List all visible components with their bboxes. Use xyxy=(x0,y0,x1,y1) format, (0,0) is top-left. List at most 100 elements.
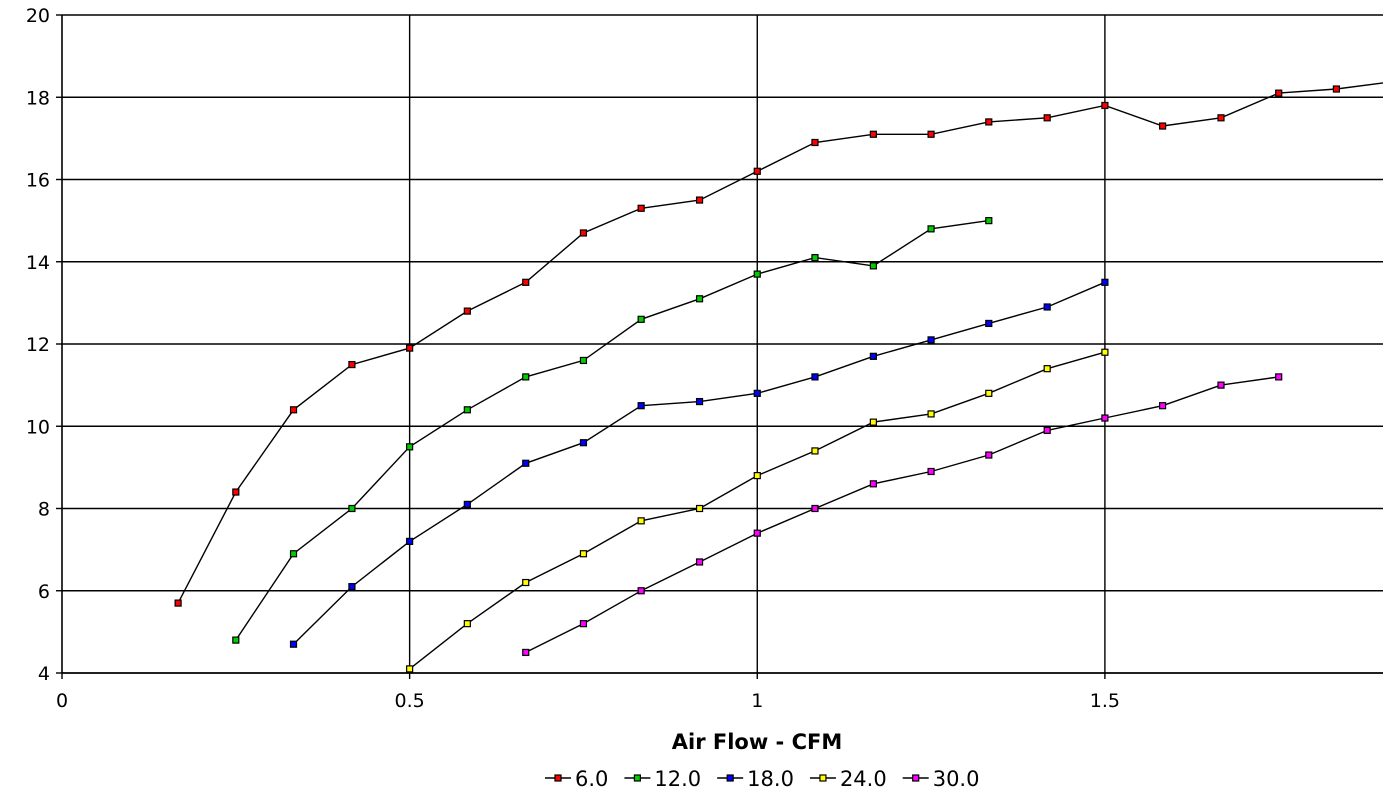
data-point xyxy=(522,648,530,657)
y-tick-label: 6 xyxy=(38,581,50,603)
series-12.0 xyxy=(232,217,993,644)
data-point xyxy=(522,459,530,467)
legend-marker xyxy=(726,774,734,782)
data-point xyxy=(869,130,877,138)
y-tick-label: 4 xyxy=(38,663,50,685)
data-point xyxy=(695,295,704,303)
data-point xyxy=(637,587,645,595)
data-point xyxy=(1159,122,1167,130)
data-point xyxy=(637,517,645,525)
series-6.0 xyxy=(174,82,1384,607)
y-tick-label: 8 xyxy=(38,499,50,521)
data-point xyxy=(869,352,877,360)
y-tick-label: 16 xyxy=(26,170,50,192)
data-point xyxy=(579,356,588,365)
data-point xyxy=(579,229,588,237)
data-point xyxy=(927,225,935,233)
data-point xyxy=(406,665,414,673)
data-point xyxy=(927,467,935,476)
data-point xyxy=(232,488,240,496)
data-point xyxy=(579,550,588,558)
data-point xyxy=(985,217,993,225)
axes xyxy=(56,14,1383,679)
data-point xyxy=(753,472,761,480)
data-point xyxy=(637,402,645,410)
legend-marker xyxy=(912,774,920,782)
legend-label: 24.0 xyxy=(840,767,887,791)
x-axis-title: Air Flow - CFM xyxy=(672,730,842,754)
data-point xyxy=(811,447,819,455)
data-point xyxy=(522,578,530,587)
legend: 6.0 12.0 18.0 24.0 30.0 xyxy=(545,767,979,791)
data-point xyxy=(1101,278,1109,286)
data-point xyxy=(927,130,935,138)
data-point xyxy=(695,558,704,566)
series-line xyxy=(525,376,1279,654)
data-point xyxy=(753,270,761,278)
data-point xyxy=(463,406,471,414)
legend-label: 30.0 xyxy=(933,767,980,791)
data-point xyxy=(1043,114,1051,122)
y-axis-tick-labels: 4 6 8 10 12 14 16 18 20 xyxy=(26,5,50,685)
series-line xyxy=(235,219,989,641)
data-point xyxy=(695,397,704,406)
data-point xyxy=(463,620,471,628)
y-tick-label: 20 xyxy=(26,5,50,27)
data-point xyxy=(695,504,704,513)
y-tick-label: 18 xyxy=(26,87,50,109)
data-point xyxy=(811,504,819,513)
data-point xyxy=(1275,89,1283,97)
data-point xyxy=(869,418,877,426)
data-point xyxy=(637,204,645,212)
data-point xyxy=(985,451,993,459)
data-point xyxy=(985,118,993,126)
data-point xyxy=(985,389,993,397)
series-30.0 xyxy=(522,373,1283,657)
data-series xyxy=(174,82,1384,673)
series-24.0 xyxy=(406,348,1109,673)
legend-label: 6.0 xyxy=(575,767,608,791)
data-point xyxy=(1101,101,1109,110)
data-point xyxy=(1101,414,1109,422)
legend-marker xyxy=(554,774,562,782)
legend-item: 24.0 xyxy=(809,767,887,791)
series-18.0 xyxy=(289,278,1109,648)
legend-label: 12.0 xyxy=(654,767,701,791)
data-point xyxy=(753,529,761,537)
data-point xyxy=(1043,365,1051,373)
data-point xyxy=(522,278,530,286)
legend-item: 18.0 xyxy=(717,767,794,791)
data-point xyxy=(869,480,877,488)
data-point xyxy=(232,636,240,644)
data-point xyxy=(927,410,935,418)
data-point xyxy=(985,319,993,328)
data-point xyxy=(695,196,704,204)
y-tick-label: 12 xyxy=(26,334,50,356)
data-point xyxy=(1217,381,1225,389)
data-point xyxy=(927,336,935,344)
data-point xyxy=(348,504,356,513)
data-point xyxy=(406,443,414,451)
data-point xyxy=(1332,85,1341,93)
data-point xyxy=(289,640,298,648)
data-point xyxy=(1159,402,1167,410)
x-tick-label: 1.5 xyxy=(1090,690,1120,712)
data-point xyxy=(1217,114,1225,122)
data-point xyxy=(406,344,414,352)
data-point xyxy=(348,360,356,369)
legend-marker xyxy=(819,774,827,782)
legend-item: 30.0 xyxy=(902,767,980,791)
data-point xyxy=(579,620,588,628)
data-point xyxy=(522,373,530,381)
legend-marker xyxy=(633,774,642,782)
data-point xyxy=(348,583,356,591)
data-point xyxy=(637,315,645,323)
data-point xyxy=(811,373,819,381)
gridlines xyxy=(62,14,1383,674)
data-point xyxy=(811,138,819,147)
data-point xyxy=(753,389,761,397)
y-tick-label: 10 xyxy=(26,416,50,438)
x-tick-label: 0.5 xyxy=(395,690,425,712)
data-point xyxy=(463,500,471,508)
